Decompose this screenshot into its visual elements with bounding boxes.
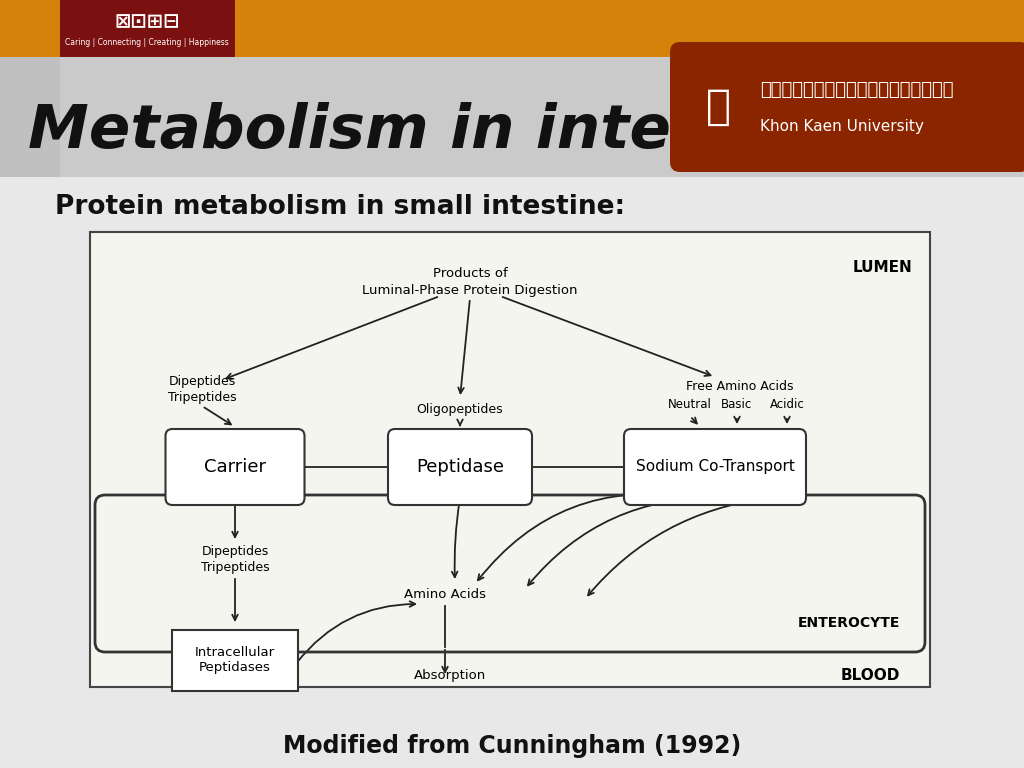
Text: ⟡: ⟡	[706, 86, 730, 128]
Text: Intracellular: Intracellular	[195, 647, 275, 660]
Text: Absorption: Absorption	[414, 668, 486, 681]
Text: มหาวิทยาลัยขอนแก่น: มหาวิทยาลัยขอนแก่น	[760, 81, 953, 100]
Bar	[90, 232, 930, 687]
Text: Neutral: Neutral	[668, 398, 712, 411]
FancyBboxPatch shape	[166, 429, 304, 505]
Bar	[0, 177, 1024, 768]
Text: LUMEN: LUMEN	[852, 260, 912, 275]
Text: ENTEROCYTE: ENTEROCYTE	[798, 616, 900, 630]
FancyBboxPatch shape	[172, 630, 298, 690]
Text: Products of
Luminal-Phase Protein Digestion: Products of Luminal-Phase Protein Digest…	[362, 267, 578, 297]
Text: Dipeptides
Tripeptides: Dipeptides Tripeptides	[168, 376, 237, 405]
Text: Sodium Co-Transport: Sodium Co-Transport	[636, 459, 795, 475]
Text: ⊠⊡⊞⊟: ⊠⊡⊞⊟	[115, 12, 180, 31]
Text: Carrier: Carrier	[204, 458, 266, 476]
Text: Protein metabolism in small intestine:: Protein metabolism in small intestine:	[55, 194, 625, 220]
Text: Modified from Cunningham (1992): Modified from Cunningham (1992)	[283, 734, 741, 758]
Text: Oligopeptides: Oligopeptides	[417, 403, 504, 416]
Text: Metabolism in intestine: Metabolism in intestine	[28, 102, 843, 161]
Text: Caring | Connecting | Creating | Happiness: Caring | Connecting | Creating | Happine…	[66, 38, 229, 48]
FancyBboxPatch shape	[624, 429, 806, 505]
Text: Dipeptides
Tripeptides: Dipeptides Tripeptides	[201, 545, 269, 574]
Bar	[0, 57, 60, 177]
FancyBboxPatch shape	[670, 42, 1024, 172]
Text: Amino Acids: Amino Acids	[404, 588, 486, 601]
Text: BLOOD: BLOOD	[841, 667, 900, 683]
Text: Peptidases: Peptidases	[199, 660, 271, 674]
Text: Khon Kaen University: Khon Kaen University	[760, 119, 924, 134]
Bar	[0, 0, 1024, 57]
Text: Acidic: Acidic	[770, 398, 805, 411]
Bar	[60, 0, 234, 57]
Text: Peptidase: Peptidase	[416, 458, 504, 476]
Text: Free Amino Acids: Free Amino Acids	[686, 380, 794, 393]
Bar	[0, 57, 1024, 177]
Text: Basic: Basic	[721, 398, 753, 411]
FancyBboxPatch shape	[388, 429, 532, 505]
